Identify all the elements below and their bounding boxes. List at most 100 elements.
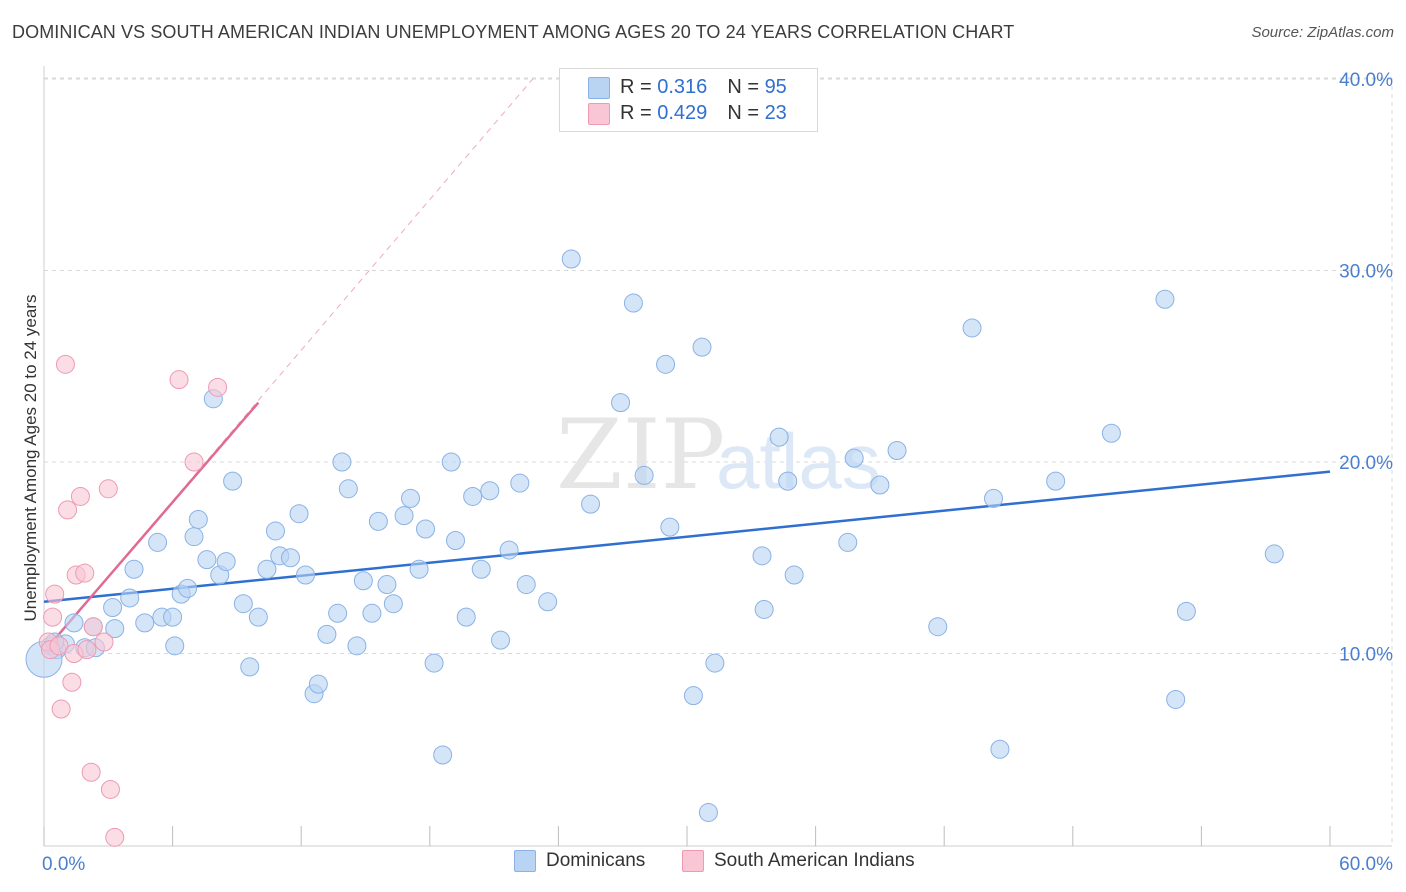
dominicans-point xyxy=(265,521,285,541)
legend-swatch-dominicans xyxy=(514,850,536,872)
dominicans-point xyxy=(656,354,676,374)
dominicans-point xyxy=(223,471,243,491)
dominicans-point xyxy=(178,578,198,598)
legend-row-south-american-indians: R = 0.429 N = 23 xyxy=(620,100,787,126)
dominicans-point xyxy=(248,607,268,627)
dominicans-point xyxy=(705,653,725,673)
dominicans-point xyxy=(471,559,491,579)
dominicans-point xyxy=(499,540,519,560)
dominicans-point xyxy=(561,249,581,269)
dominicans-point xyxy=(347,636,367,656)
dominicans-point xyxy=(188,509,208,529)
dominicans-point xyxy=(424,653,444,673)
south-american-indians-point xyxy=(83,617,103,637)
dominicans-point xyxy=(257,559,277,579)
dominicans-point xyxy=(280,548,300,568)
dominicans-point xyxy=(634,465,654,485)
dominicans-point xyxy=(463,486,483,506)
dominicans-point xyxy=(990,739,1010,759)
dominicans-point xyxy=(491,630,511,650)
dominicans-point xyxy=(332,452,352,472)
legend-n-label: N = xyxy=(727,101,759,124)
dominicans-point xyxy=(401,488,421,508)
dominicans-point xyxy=(1155,289,1175,309)
dominicans-point xyxy=(870,475,890,495)
dominicans-point xyxy=(456,607,476,627)
legend-swatch-dominicans xyxy=(588,77,610,99)
dominicans-point xyxy=(1046,471,1066,491)
south-american-indians-point xyxy=(70,486,90,506)
south-american-indians-point xyxy=(58,500,78,520)
dominicans-point xyxy=(778,471,798,491)
dominicans-point xyxy=(683,686,703,706)
south-american-indians-point xyxy=(75,563,95,583)
dominicans-point xyxy=(328,603,348,623)
bottom-legend-south-american-indians: South American Indians xyxy=(682,850,915,872)
dominicans-point xyxy=(983,488,1003,508)
south-american-indians-point xyxy=(55,354,75,374)
zipatlas-watermark: ZIP atlas xyxy=(556,399,881,511)
dominicans-point xyxy=(538,592,558,612)
dominicans-point xyxy=(611,393,631,413)
dominicans-point xyxy=(784,565,804,585)
bottom-legend-dominicans: Dominicans xyxy=(514,850,645,872)
dominicans-point xyxy=(197,550,217,570)
dominicans-point xyxy=(754,599,774,619)
legend-n-value: 95 xyxy=(764,75,787,98)
dominicans-point xyxy=(928,617,948,637)
dominicans-point xyxy=(338,479,358,499)
south-american-indians-point xyxy=(51,699,71,719)
correlation-legend: R = 0.316 N = 95 R = 0.429 N = 23 xyxy=(559,68,818,132)
y-axis-label: Unemployment Among Ages 20 to 24 years xyxy=(21,295,40,622)
y-tick-label: 40.0% xyxy=(1339,70,1393,91)
south-american-indians-point xyxy=(100,779,120,799)
south-american-indians-point xyxy=(45,584,65,604)
dominicans-point xyxy=(962,318,982,338)
dominicans-point xyxy=(353,571,373,591)
dominicans-point xyxy=(64,613,84,633)
y-tick-label: 10.0% xyxy=(1339,645,1393,666)
dominicans-point xyxy=(184,527,204,547)
x-tick-label: 60.0% xyxy=(1339,854,1393,875)
legend-row-dominicans: R = 0.316 N = 95 xyxy=(620,74,787,100)
south-american-indians-trend-line xyxy=(43,401,260,653)
dominicans-point xyxy=(289,504,309,524)
south-american-indians-point xyxy=(49,636,69,656)
dominicans-point xyxy=(216,552,236,572)
source-note: Source: ZipAtlas.com xyxy=(1251,24,1394,41)
legend-r-label: R = xyxy=(620,101,652,124)
dominicans-point xyxy=(660,517,680,537)
dominicans-point xyxy=(416,519,436,539)
south-american-indians-point xyxy=(169,370,189,390)
dominicans-point xyxy=(692,337,712,357)
dominicans-point xyxy=(441,452,461,472)
legend-swatch-south-american-indians xyxy=(588,103,610,125)
dominicans-point xyxy=(317,624,337,644)
dominicans-point xyxy=(240,657,260,677)
legend-r-value: 0.316 xyxy=(657,75,708,98)
dominicans-point xyxy=(394,506,414,526)
dominicans-point xyxy=(120,588,140,608)
south-american-indians-point xyxy=(98,479,118,499)
south-american-indians-point xyxy=(94,632,114,652)
legend-n-value: 23 xyxy=(764,101,787,124)
dominicans-point xyxy=(163,607,183,627)
south-american-indians-point xyxy=(208,377,228,397)
dominicans-point xyxy=(1264,544,1284,564)
south-american-indians-point xyxy=(62,672,82,692)
legend-n-label: N = xyxy=(727,75,759,98)
dominicans-point xyxy=(480,481,500,501)
dominicans-point xyxy=(446,531,466,551)
dominicans-point xyxy=(510,473,530,493)
dominicans-point xyxy=(698,802,718,822)
dominicans-trend-line xyxy=(43,470,1331,604)
chart-title: DOMINICAN VS SOUTH AMERICAN INDIAN UNEMP… xyxy=(12,22,1015,42)
south-american-indians-point xyxy=(184,452,204,472)
dominicans-point xyxy=(838,532,858,552)
south-american-indians-point xyxy=(77,640,97,660)
dominicans-point xyxy=(308,674,328,694)
legend-r-label: R = xyxy=(620,75,652,98)
south-american-indians-point xyxy=(43,607,63,627)
dominicans-point xyxy=(233,594,253,614)
